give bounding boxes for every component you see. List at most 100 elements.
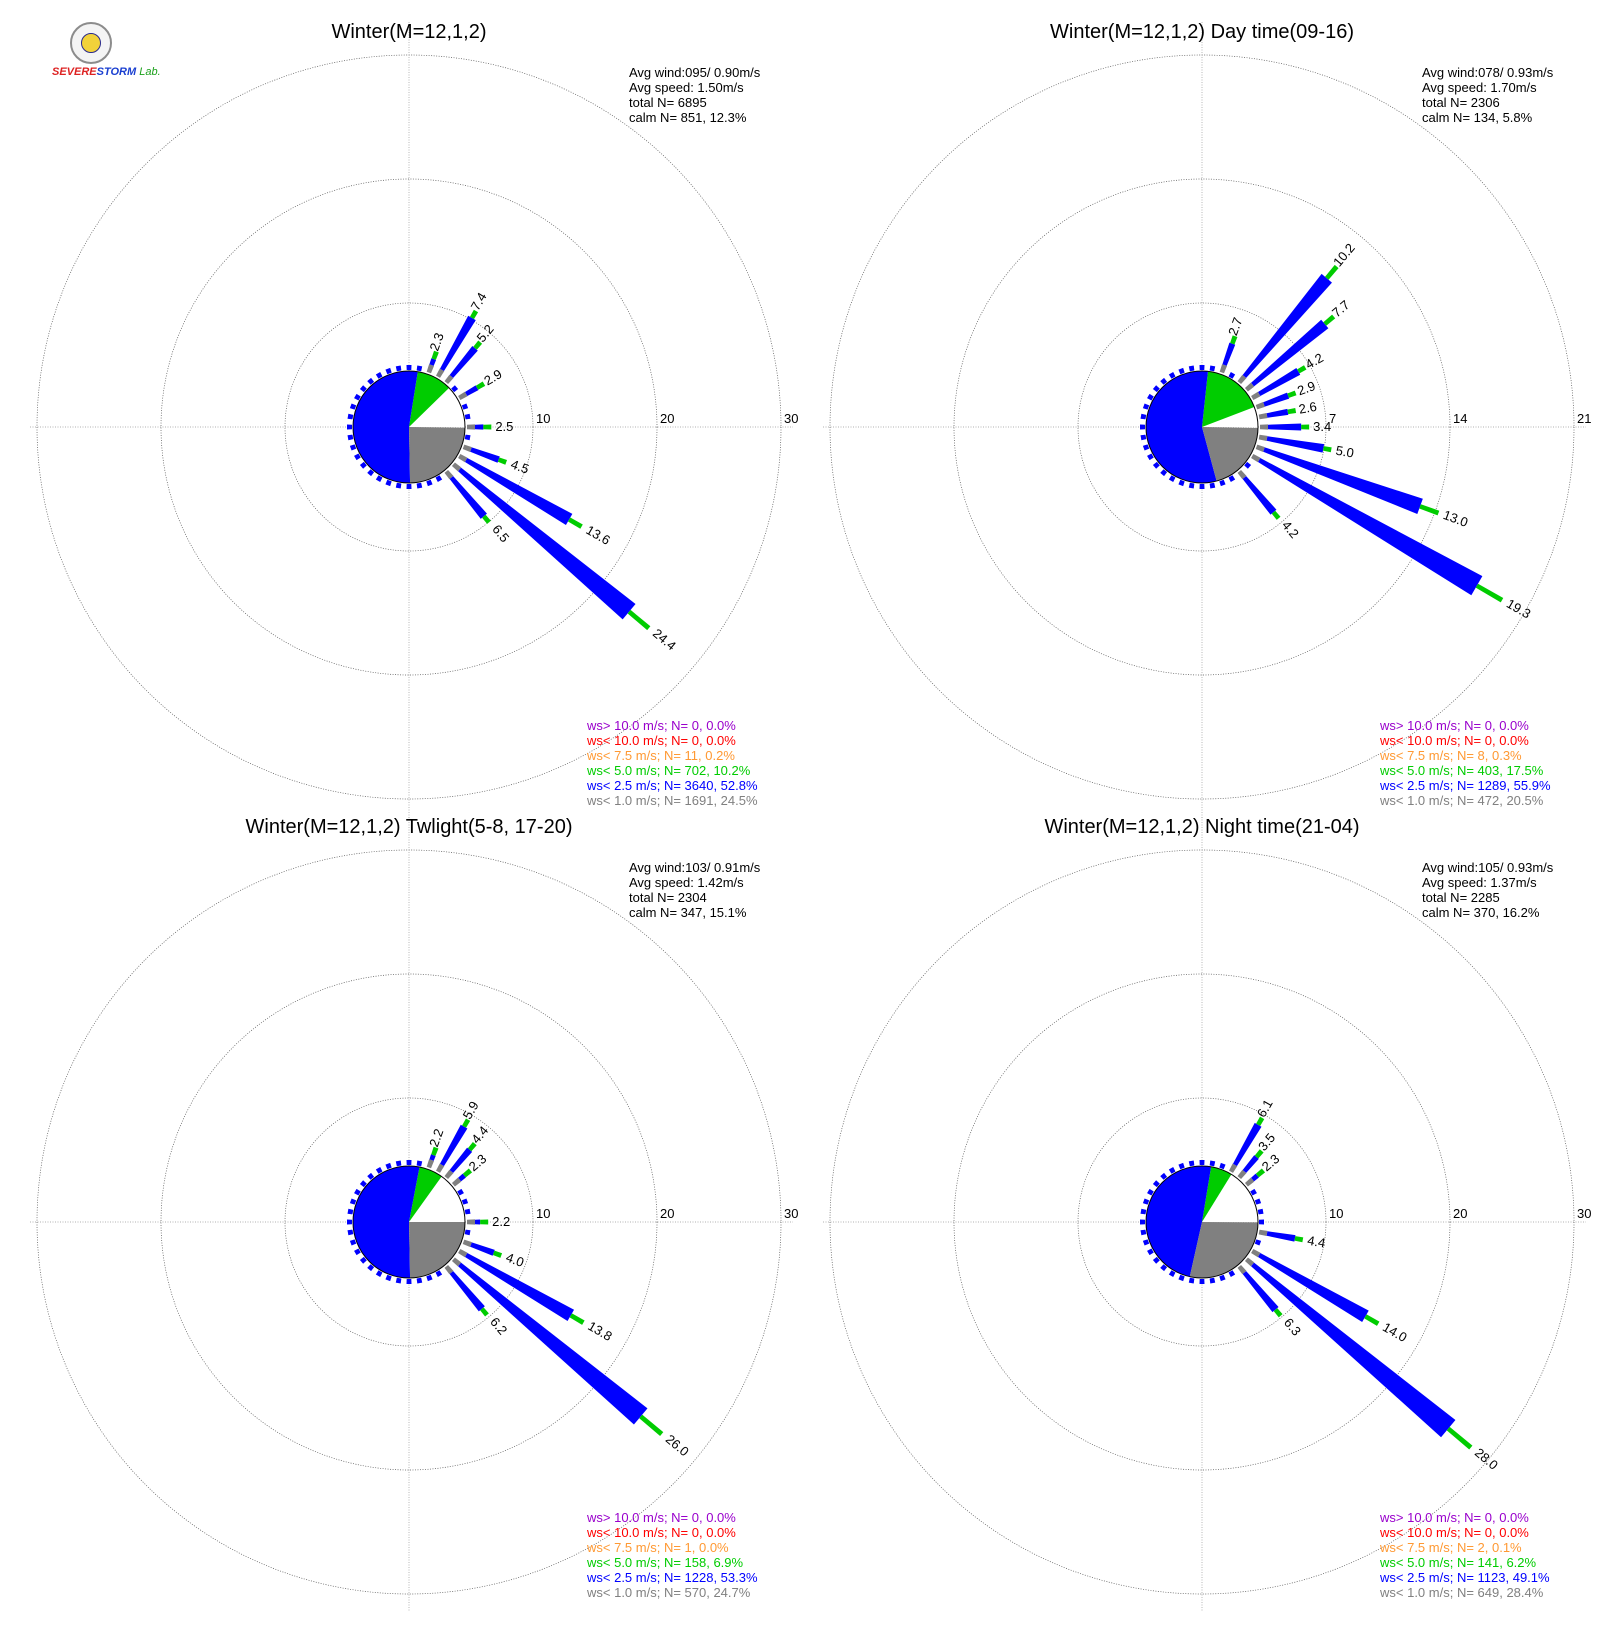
ring-label: 10 [536, 411, 550, 426]
bar-value-label: 5.9 [460, 1099, 482, 1122]
bar-segment-green [469, 309, 479, 320]
bar-segment-gray [1258, 412, 1268, 420]
bar-stub [347, 1208, 354, 1215]
bar-value-label: 4.4 [1306, 1233, 1326, 1251]
calm-pie-slice-green [1202, 1166, 1232, 1222]
legend-entry: ws> 10.0 m/s; N= 0, 0.0% [586, 718, 736, 733]
ring-label: 20 [660, 411, 674, 426]
grid-ring-1 [1077, 302, 1327, 552]
grid-ring-3 [36, 54, 782, 800]
bar-segment-blue [1242, 476, 1277, 515]
bar-segment-blue [429, 358, 437, 366]
ring-label: 30 [784, 1206, 798, 1221]
bar-stub [406, 1160, 412, 1165]
bar-stub [406, 484, 412, 489]
bar-value-label: 13.0 [1441, 507, 1470, 530]
legend-entry: ws< 2.5 m/s; N= 1289, 55.9% [1379, 778, 1551, 793]
grid-ring-2 [160, 973, 658, 1471]
bar-segment-gray [1251, 391, 1261, 400]
bar-segment-gray [462, 444, 472, 453]
bar-stub [406, 365, 412, 370]
bar-segment-green [475, 381, 486, 390]
bar-segment-green [1255, 1168, 1266, 1178]
calm-pie-outline [1145, 1165, 1259, 1279]
bar-segment-green [569, 1313, 585, 1325]
bar-stub [1188, 365, 1195, 372]
bar-stub [1188, 1160, 1195, 1167]
bar-value-label: 5.2 [474, 322, 497, 345]
bar-segment-gray [1237, 1264, 1247, 1275]
bar-segment-blue [1258, 1253, 1369, 1323]
bar-stub [1244, 461, 1252, 469]
bar-stub [464, 1229, 471, 1236]
bar-segment-green [1287, 390, 1297, 398]
bar-segment-green [1323, 314, 1336, 326]
bar-stub [349, 403, 357, 410]
bar-segment-green [568, 517, 583, 529]
bar-segment-gray [467, 1219, 475, 1225]
bar-stub [349, 1198, 357, 1205]
bar-segment-gray [1251, 454, 1261, 463]
bar-stub [395, 365, 402, 372]
bar-segment-green [1256, 1116, 1265, 1126]
bar-segment-gray [1258, 1229, 1268, 1237]
bar-stub [1219, 1274, 1226, 1282]
legend-entry: ws< 7.5 m/s; N= 1, 0.0% [586, 1540, 729, 1555]
bar-segment-green [480, 1219, 489, 1225]
bar-value-label: 3.4 [1313, 419, 1331, 434]
bar-stub [1140, 434, 1147, 441]
bar-segment-blue [1233, 1122, 1262, 1166]
bar-segment-green [1364, 1314, 1380, 1326]
ring-label: 14 [1453, 411, 1467, 426]
bar-segment-blue [470, 1242, 495, 1256]
legend-entry: ws< 1.0 m/s; N= 570, 24.7% [586, 1585, 751, 1600]
bar-stub [367, 469, 375, 477]
bar-stub [1140, 1219, 1145, 1225]
bar-stub [1254, 1198, 1262, 1205]
bar-segment-blue [449, 1147, 473, 1173]
bar-stub [1257, 1208, 1264, 1215]
bar-value-label: 2.9 [1295, 378, 1317, 398]
bar-value-label: 6.2 [487, 1314, 510, 1337]
bar-segment-green [1475, 583, 1504, 603]
bar-stub [1152, 461, 1160, 469]
ring-label: 20 [660, 1206, 674, 1221]
calm-pie-outline [352, 370, 466, 484]
bar-segment-blue [1258, 368, 1301, 396]
bar-stub [1160, 469, 1168, 477]
bar-segment-blue [1251, 1173, 1259, 1182]
bar-segment-green [473, 340, 483, 350]
bar-segment-blue [449, 345, 478, 378]
stats-line: Avg speed: 1.50m/s [629, 80, 744, 95]
bar-segment-gray [458, 391, 468, 400]
bar-stub [416, 482, 423, 489]
panel-title: Winter(M=12,1,2) Twlight(5-8, 17-20) [246, 816, 573, 838]
bar-stub [385, 1162, 392, 1170]
calm-pie-slice-blue [353, 1165, 420, 1278]
bar-stub [416, 1277, 423, 1284]
calm-pie-slice-blue [1146, 1166, 1212, 1277]
calm-pie-slice-green [409, 1166, 442, 1222]
bar-segment-gray [1244, 1257, 1255, 1267]
bar-value-label: 13.6 [584, 522, 613, 548]
bar-stub [1209, 1277, 1216, 1284]
bar-segment-gray [1237, 1169, 1247, 1180]
bar-segment-blue [458, 1173, 466, 1182]
bar-value-label: 2.5 [495, 419, 513, 434]
bar-stub [1152, 385, 1160, 393]
bar-segment-gray [458, 1249, 468, 1258]
bar-stub [406, 1279, 412, 1284]
calm-pie-slice-calm [1202, 407, 1258, 427]
bar-segment-green [492, 1250, 503, 1258]
grid-ring-1 [284, 1097, 534, 1347]
bar-stub [435, 475, 443, 482]
bar-stub [1254, 1239, 1262, 1246]
calm-pie-slice-gray [409, 1222, 465, 1278]
bar-stub [1209, 1160, 1216, 1167]
bar-segment-blue [1222, 342, 1236, 366]
bar-stub [1199, 1160, 1205, 1165]
bar-segment-green [1446, 1426, 1473, 1450]
grid-ring-2 [160, 178, 658, 676]
calm-pie-outline [1145, 370, 1259, 484]
bar-segment-gray [436, 1163, 445, 1173]
